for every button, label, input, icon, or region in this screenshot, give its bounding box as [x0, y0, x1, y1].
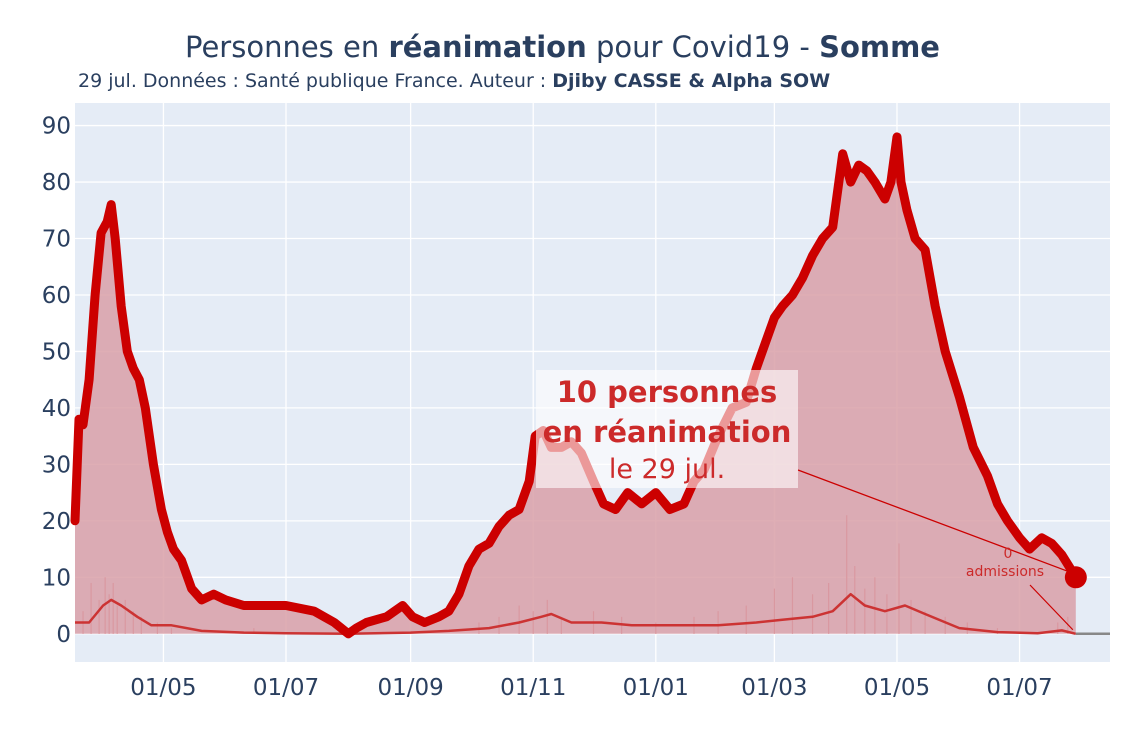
secondary-annotation-value: 0	[1004, 546, 1013, 562]
x-tick-label: 01/03	[741, 675, 807, 701]
chart-subtitle: 29 jul. Données : Santé publique France.…	[78, 70, 830, 92]
secondary-annotation-arrow	[1029, 584, 1074, 631]
annotation-background	[536, 370, 798, 488]
x-tick-label: 01/07	[253, 675, 319, 701]
title-part2: pour Covid19 -	[586, 30, 820, 64]
y-axis-ticks: 0 10 20 30 40 50 60 70 80 90	[42, 114, 71, 648]
admissions-line	[75, 592, 1077, 636]
annotation-arrow	[797, 469, 1069, 572]
x-tick-label: 01/07	[986, 675, 1052, 701]
y-tick-label: 20	[42, 509, 71, 535]
x-tick-label: 01/05	[130, 675, 196, 701]
y-tick-label: 0	[56, 622, 71, 648]
last-value-marker	[1064, 566, 1087, 589]
x-tick-label: 01/01	[623, 675, 689, 701]
x-axis-ticks: 01/05 01/07 01/09 01/11 01/01 01/03 01/05 01/07	[130, 675, 1052, 701]
annotation-line2: en réanimation	[543, 415, 792, 449]
subtitle-source: 29 jul. Données : Santé publique France.…	[78, 70, 553, 92]
reanimation-area-fill	[75, 136, 1076, 634]
y-tick-label: 60	[42, 283, 71, 309]
subtitle-author: Djiby CASSE & Alpha SOW	[552, 70, 831, 92]
x-tick-label: 01/09	[377, 675, 443, 701]
y-tick-label: 80	[42, 170, 71, 196]
x-tick-label: 01/11	[500, 675, 566, 701]
y-tick-label: 70	[42, 227, 71, 253]
y-tick-label: 40	[42, 396, 71, 422]
y-tick-label: 10	[42, 565, 71, 591]
annotation-line1: 10 personnes	[557, 375, 778, 409]
annotation-line3: le 29 jul.	[609, 454, 725, 485]
title-bold-region: Somme	[819, 30, 940, 64]
y-tick-label: 90	[42, 114, 71, 140]
y-tick-label: 30	[42, 452, 71, 478]
x-tick-label: 01/05	[864, 675, 930, 701]
y-tick-label: 50	[42, 339, 71, 365]
chart-title: Personnes en réanimation pour Covid19 - …	[0, 30, 1125, 64]
title-bold-reanimation: réanimation	[388, 30, 587, 64]
secondary-annotation-label: admissions	[966, 564, 1044, 580]
annotation-box: 10 personnes en réanimation le 29 jul.	[536, 370, 798, 488]
title-part1: Personnes en	[185, 30, 389, 64]
